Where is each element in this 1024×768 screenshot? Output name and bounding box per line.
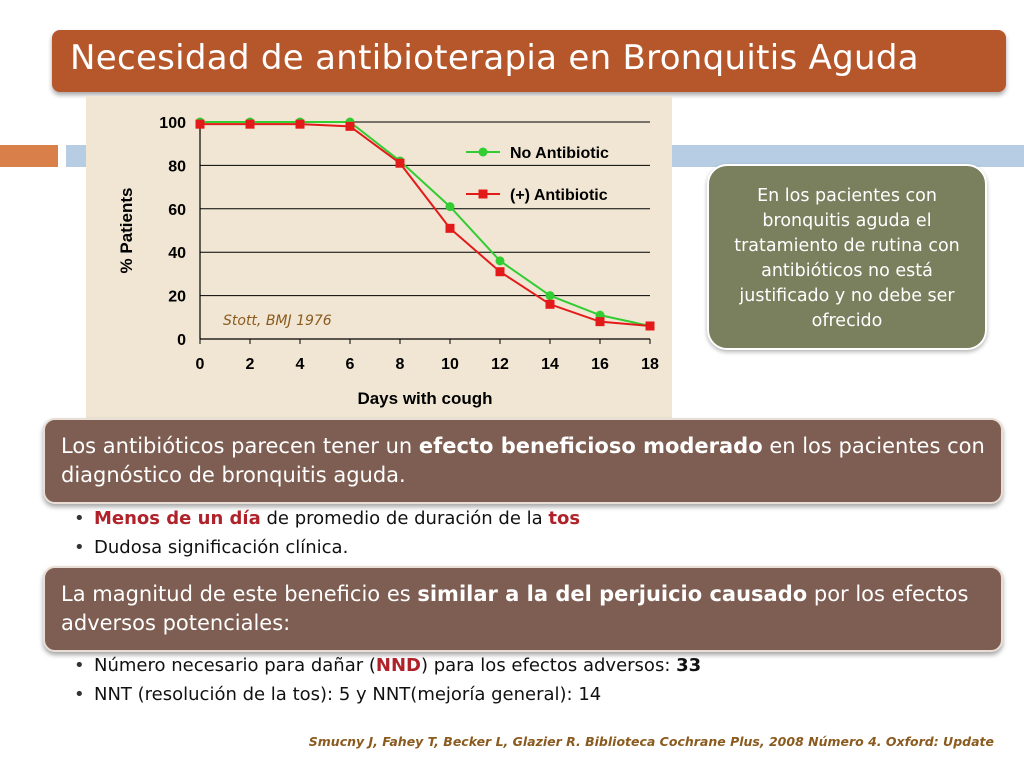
accent-bar-orange	[0, 145, 58, 167]
series-line	[200, 123, 651, 327]
line-chart: 0 20 40 60 80 100 0 2 4 6 8 10 12 14 16 18 Days with cou…	[117, 115, 659, 408]
data-point	[295, 119, 305, 129]
harm-box: La magnitud de este beneficio es similar…	[43, 566, 1003, 652]
harm-text-bold: similar a la del perjuicio causado	[417, 582, 808, 606]
data-point	[545, 291, 555, 301]
chart-panel: 0 20 40 60 80 100 0 2 4 6 8 10 12 14 16 18 Days with cou…	[86, 96, 672, 418]
bullet-number: 33	[676, 655, 702, 676]
bullet-highlight: NND	[375, 655, 421, 676]
y-tick-label: 40	[168, 245, 186, 262]
bullet-highlight: Menos de un día	[94, 508, 261, 529]
y-tick-label: 0	[177, 332, 186, 349]
bullet-text: ) para los efectos adversos:	[420, 655, 677, 676]
data-point	[595, 317, 605, 327]
data-point	[245, 119, 255, 129]
legend-marker	[478, 147, 488, 157]
data-point	[495, 267, 505, 277]
accent-bar-blue-small	[66, 145, 86, 167]
data-point	[445, 223, 455, 233]
x-tick-label: 16	[591, 356, 609, 373]
benefit-bullets: Menos de un día de promedio de duración …	[72, 504, 580, 562]
harm-bullets: Número necesario para dañar (NND) para l…	[72, 651, 701, 709]
list-item: Dudosa significación clínica.	[72, 533, 580, 562]
conclusion-callout: En los pacientes con bronquitis aguda el…	[707, 164, 987, 350]
y-tick-label: 100	[159, 115, 186, 132]
bullet-text: Número necesario para dañar (	[94, 655, 376, 676]
chart-annotation: Stott, BMJ 1976	[223, 313, 332, 329]
legend-marker	[478, 189, 488, 199]
bullet-text: Dudosa significación clínica.	[94, 537, 349, 558]
x-tick-label: 8	[396, 356, 405, 373]
bullet-text: de promedio de duración de la	[260, 508, 549, 529]
bullet-highlight: tos	[548, 508, 581, 529]
data-point	[545, 299, 555, 309]
accent-bar-blue	[672, 145, 1024, 167]
data-point	[495, 256, 505, 266]
x-tick-label: 0	[196, 356, 205, 373]
benefit-text-bold: efecto beneficioso moderado	[418, 434, 763, 458]
data-point	[645, 321, 655, 331]
legend-label: (+) Antibiotic	[510, 187, 608, 204]
y-axis-label: % Patients	[117, 188, 136, 274]
x-tick-label: 2	[246, 356, 255, 373]
benefit-text-post: en los pacientes con diagnóstico de bron…	[61, 434, 985, 487]
y-tick-label: 80	[168, 158, 186, 175]
x-tick-label: 4	[296, 356, 305, 373]
title-bar: Necesidad de antibioterapia en Bronquiti…	[52, 30, 1006, 92]
benefit-text-pre: Los antibióticos parecen tener un	[61, 434, 419, 458]
data-point	[195, 119, 205, 129]
citation: Smucny J, Fahey T, Becker L, Glazier R. …	[308, 734, 994, 749]
benefit-box: Los antibióticos parecen tener un efecto…	[43, 418, 1003, 504]
list-item: Número necesario para dañar (NND) para l…	[72, 651, 701, 680]
list-item: NNT (resolución de la tos): 5 y NNT(mejo…	[72, 680, 701, 709]
x-tick-label: 14	[541, 356, 559, 373]
legend-label: No Antibiotic	[510, 145, 609, 162]
data-point	[395, 158, 405, 168]
y-tick-label: 60	[168, 202, 186, 219]
bullet-text: NNT (resolución de la tos): 5 y NNT(mejo…	[94, 684, 602, 705]
data-point	[445, 202, 455, 212]
x-tick-label: 18	[641, 356, 659, 373]
x-axis-label: Days with cough	[357, 389, 492, 408]
slide-title: Necesidad de antibioterapia en Bronquiti…	[70, 38, 919, 78]
series-line	[200, 121, 651, 327]
callout-text: En los pacientes con bronquitis aguda el…	[734, 186, 960, 331]
x-tick-label: 12	[491, 356, 509, 373]
data-point	[345, 121, 355, 131]
harm-text-post: por los efectos adversos potenciales:	[61, 582, 969, 635]
list-item: Menos de un día de promedio de duración …	[72, 504, 580, 533]
y-tick-label: 20	[168, 289, 186, 306]
x-tick-label: 6	[346, 356, 355, 373]
harm-text-pre: La magnitud de este beneficio es	[61, 582, 418, 606]
x-tick-label: 10	[441, 356, 459, 373]
